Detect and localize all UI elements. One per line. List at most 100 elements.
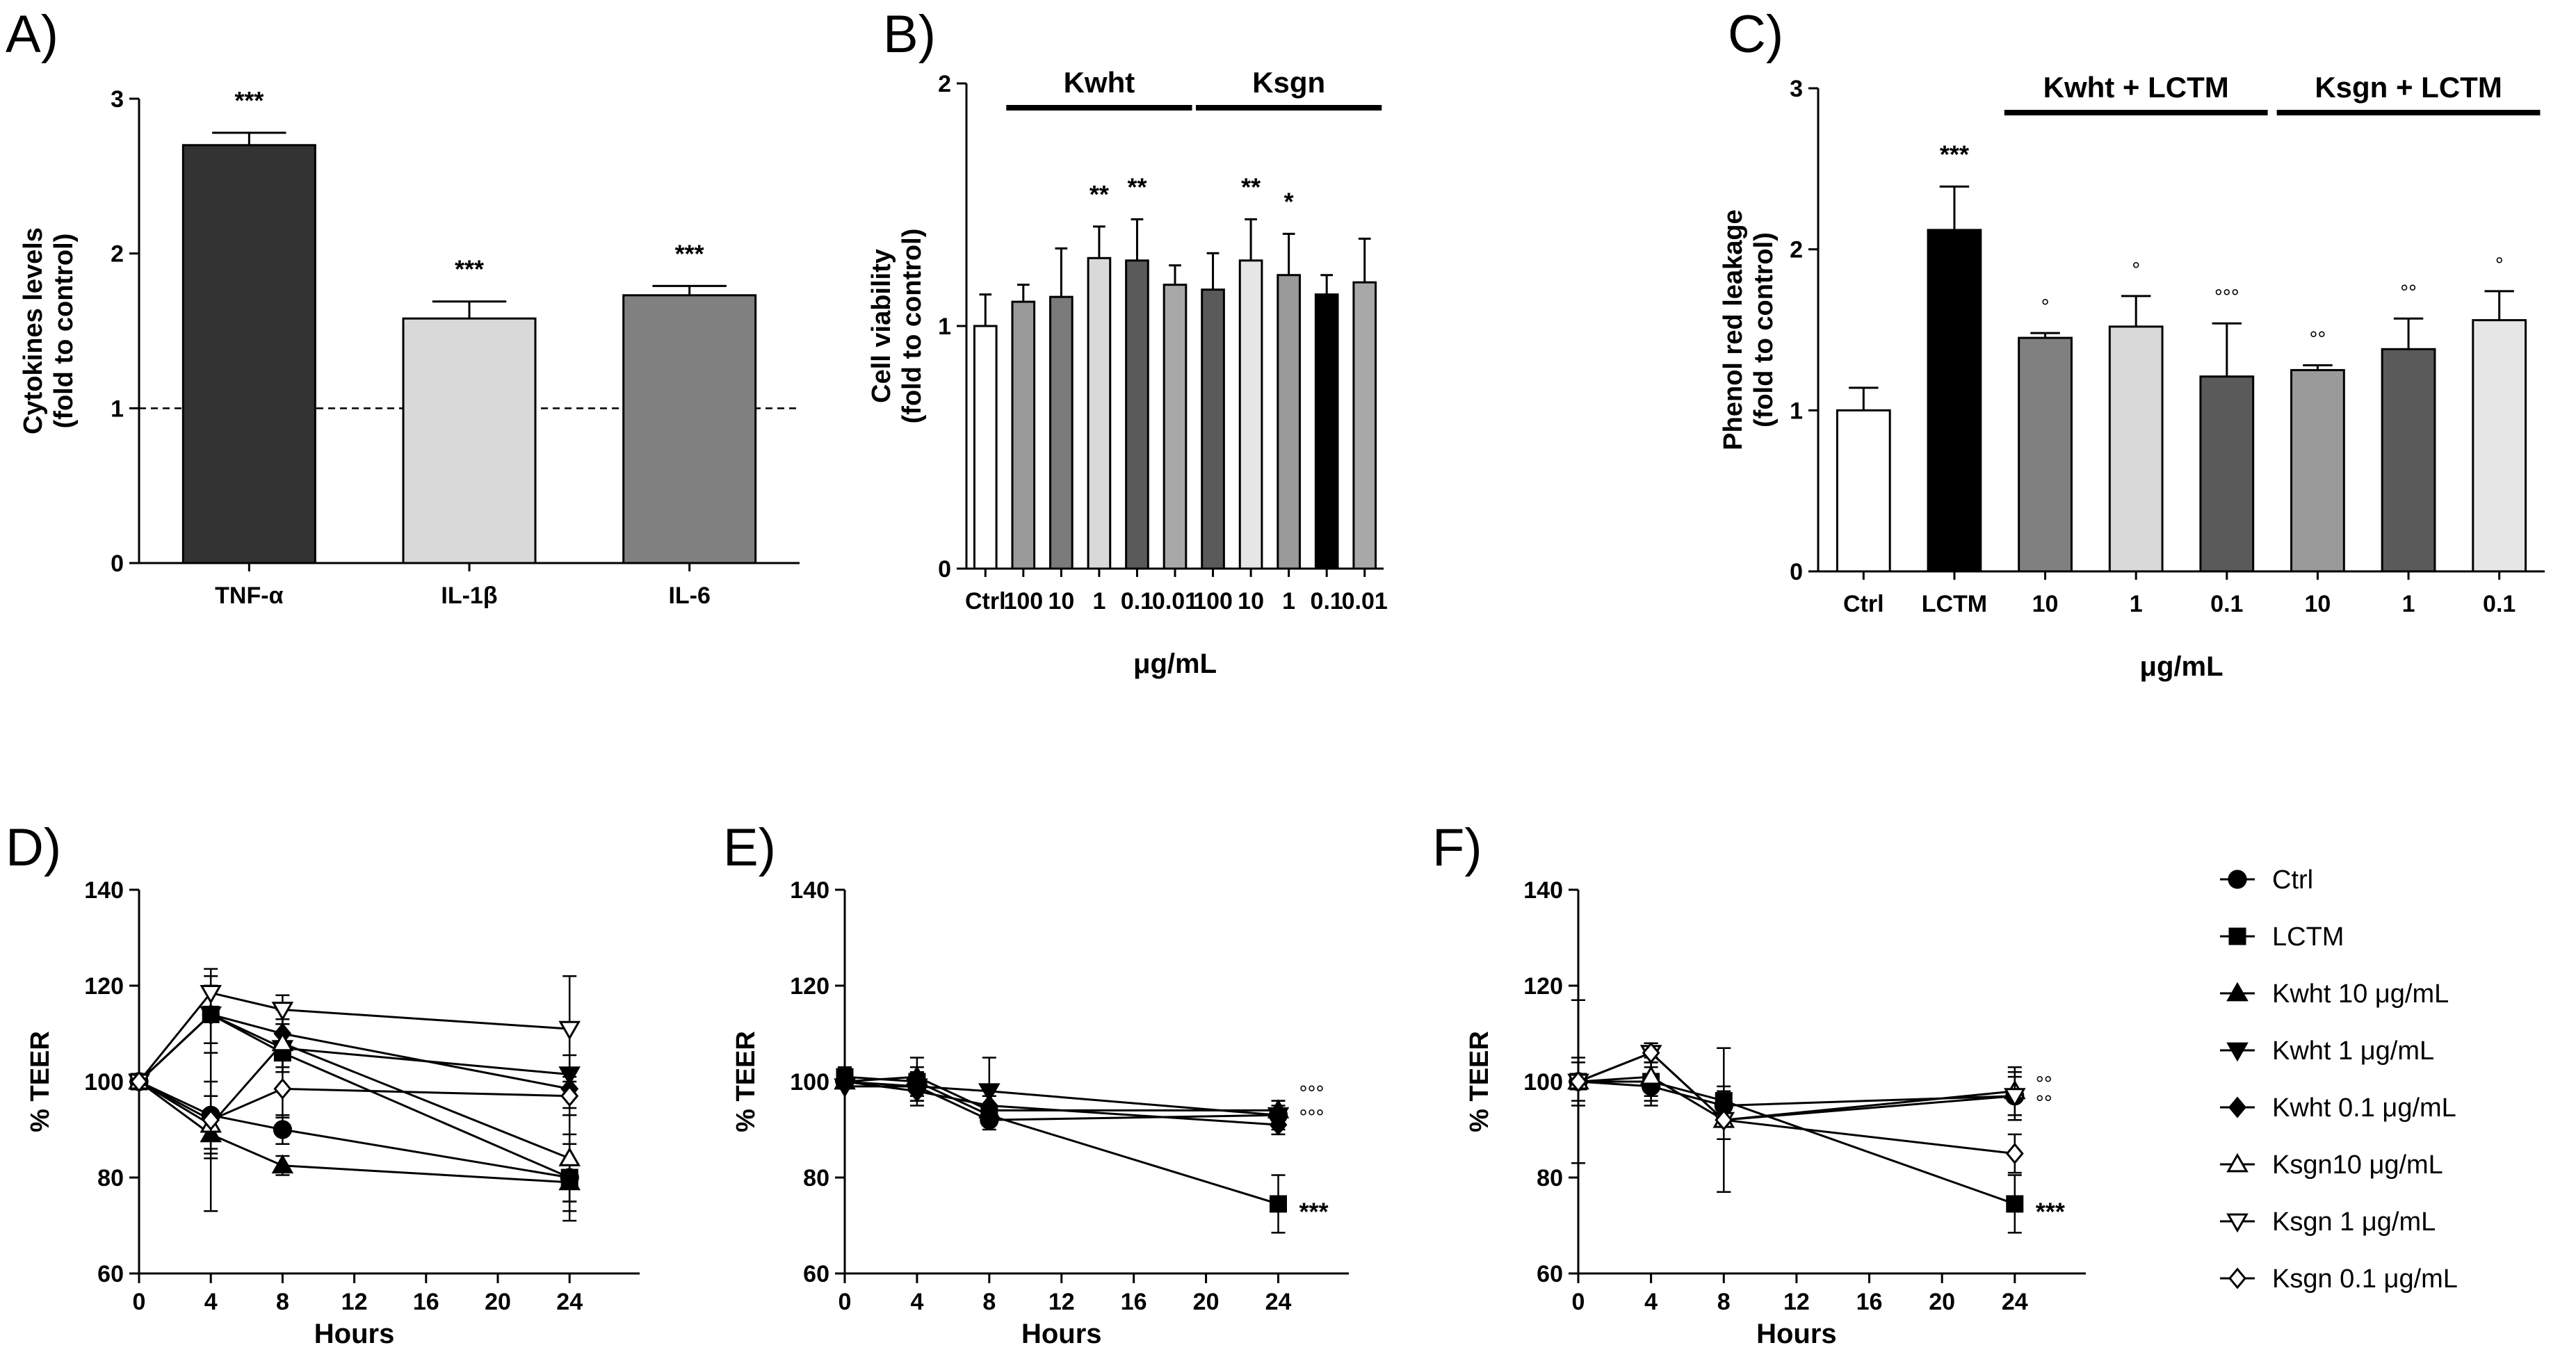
y-tick-label: 80 bbox=[803, 1165, 829, 1191]
y-tick-label: 80 bbox=[97, 1165, 124, 1191]
legend-entry-2: LCTM bbox=[2220, 922, 2344, 952]
y-axis-label-line2: (fold to control) bbox=[49, 234, 79, 429]
x-tick-label: 1 bbox=[1282, 588, 1295, 614]
legend-label: Kwht 0.1 μg/mL bbox=[2272, 1093, 2456, 1123]
bar-11 bbox=[1352, 281, 1377, 570]
x-tick-label: 0.01 bbox=[1152, 588, 1198, 614]
legend-entry-8: Ksgn 0.1 μg/mL bbox=[2220, 1264, 2458, 1294]
series-lctm bbox=[836, 1066, 1287, 1234]
x-tick-label: 0 bbox=[133, 1289, 146, 1315]
bar-4 bbox=[1087, 256, 1112, 570]
diamond-marker bbox=[2005, 1142, 2024, 1165]
diamond-marker bbox=[1569, 1070, 1587, 1093]
group-label: Ksgn bbox=[1252, 66, 1325, 99]
y-tick-label: 1 bbox=[938, 314, 951, 340]
y-tick-label: 60 bbox=[97, 1261, 124, 1287]
y-axis-label: Cell viability(fold to control) bbox=[867, 229, 927, 424]
x-tick-label: 12 bbox=[1048, 1289, 1075, 1315]
y-tick-label: 120 bbox=[1523, 973, 1563, 1000]
diamond-marker bbox=[1269, 1114, 1288, 1136]
x-tick-label: 0 bbox=[839, 1289, 852, 1315]
group-label: Kwht bbox=[1064, 66, 1135, 99]
y-tick-label: 100 bbox=[84, 1069, 124, 1096]
x-axis-label: μg/mL bbox=[1133, 649, 1217, 679]
significance-circles: ° bbox=[2132, 259, 2140, 282]
triangle-down-marker bbox=[271, 1002, 294, 1021]
x-tick-label: 20 bbox=[1193, 1289, 1220, 1315]
y-tick-label: 100 bbox=[1523, 1069, 1563, 1096]
x-axis-label: μg/mL bbox=[2139, 651, 2223, 682]
y-tick-label: 140 bbox=[790, 877, 829, 904]
triangle-down-marker bbox=[2226, 1213, 2249, 1233]
panel-letter-a: A) bbox=[6, 5, 58, 64]
significance-stars: *** bbox=[1940, 140, 1969, 168]
bar-1 bbox=[973, 325, 998, 570]
x-tick-label: TNF-α bbox=[215, 583, 283, 609]
series-ctrl bbox=[129, 1018, 579, 1222]
circle-marker bbox=[2228, 870, 2247, 889]
bar-7 bbox=[1201, 288, 1225, 570]
x-axis-label: Hours bbox=[314, 1319, 395, 1349]
significance-stars: *** bbox=[1299, 1197, 1329, 1226]
series-line bbox=[844, 1075, 1279, 1112]
legend-label: Kwht 10 μg/mL bbox=[2272, 979, 2449, 1009]
x-tick-label: 8 bbox=[1717, 1289, 1731, 1315]
significance-stars: *** bbox=[234, 86, 264, 115]
series-line bbox=[1578, 1075, 2015, 1121]
y-tick-label: 80 bbox=[1537, 1165, 1563, 1191]
significance-circles: °°° bbox=[1299, 1082, 1325, 1105]
x-tick-label: IL-1β bbox=[441, 583, 497, 609]
square-marker bbox=[1270, 1195, 1287, 1213]
significance-stars: ** bbox=[1241, 172, 1261, 201]
series-line bbox=[1578, 1080, 2016, 1205]
legend-entry-5: Kwht 0.1 μg/mL bbox=[2220, 1093, 2456, 1123]
diamond-marker bbox=[273, 1077, 292, 1100]
legend-label: Ctrl bbox=[2272, 865, 2313, 895]
significance-stars: * bbox=[1284, 187, 1294, 215]
x-tick-label: 12 bbox=[341, 1289, 368, 1315]
series-kwht-1 bbox=[834, 1057, 1290, 1127]
x-tick-label: 4 bbox=[910, 1289, 923, 1315]
bar-6 bbox=[2290, 368, 2345, 573]
y-tick-label: 2 bbox=[938, 71, 951, 97]
bar-8 bbox=[2472, 319, 2527, 573]
triangle-up-marker bbox=[271, 1032, 294, 1052]
bar-8 bbox=[1238, 259, 1263, 570]
legend: Ctrl LCTM Kwht 10 μg/mL Kwht 1 μg/mL Kwht 0.… bbox=[2220, 865, 2458, 1294]
significance-circles: °° bbox=[2400, 281, 2417, 304]
diamond-marker bbox=[836, 1070, 854, 1093]
x-tick-label: 1 bbox=[2130, 591, 2143, 617]
significance-stars: *** bbox=[675, 239, 704, 268]
x-tick-label: 8 bbox=[982, 1289, 996, 1315]
y-tick-label: 140 bbox=[84, 877, 124, 904]
circle-marker bbox=[273, 1120, 292, 1139]
panel-letter-b: B) bbox=[883, 5, 936, 64]
x-tick-label: 8 bbox=[276, 1289, 289, 1315]
legend-entry-4: Kwht 1 μg/mL bbox=[2220, 1036, 2434, 1066]
series-kwht-10 bbox=[834, 1057, 1290, 1126]
diamond-marker bbox=[1715, 1109, 1733, 1131]
y-axis-label-line1: Phenol red leakage bbox=[1719, 209, 1748, 450]
y-tick-label: 140 bbox=[1523, 877, 1563, 904]
x-tick-label: 0.1 bbox=[1311, 588, 1343, 614]
series-line bbox=[138, 991, 570, 1082]
legend-entry-7: Ksgn 1 μg/mL bbox=[2220, 1207, 2436, 1237]
x-tick-label: 100 bbox=[1193, 588, 1233, 614]
triangle-down-marker bbox=[200, 984, 222, 1004]
y-tick-label: 100 bbox=[790, 1069, 829, 1096]
significance-stars: ** bbox=[1127, 172, 1147, 201]
x-tick-label: 0.01 bbox=[1342, 588, 1388, 614]
x-tick-label: 0.1 bbox=[1121, 588, 1153, 614]
series-line bbox=[1578, 1080, 2015, 1107]
y-tick-label: 3 bbox=[1790, 76, 1803, 102]
legend-label: Ksgn 0.1 μg/mL bbox=[2272, 1264, 2458, 1294]
diamond-marker bbox=[1642, 1042, 1660, 1064]
y-axis-label: % TEER bbox=[731, 1031, 761, 1132]
panel-letter-c: C) bbox=[1728, 5, 1783, 64]
bar-2 bbox=[1927, 229, 1982, 573]
series-line bbox=[138, 1042, 570, 1159]
legend-entry-3: Kwht 10 μg/mL bbox=[2220, 979, 2449, 1009]
y-tick-label: 2 bbox=[1790, 237, 1803, 263]
significance-circles: °°° bbox=[1299, 1106, 1325, 1129]
